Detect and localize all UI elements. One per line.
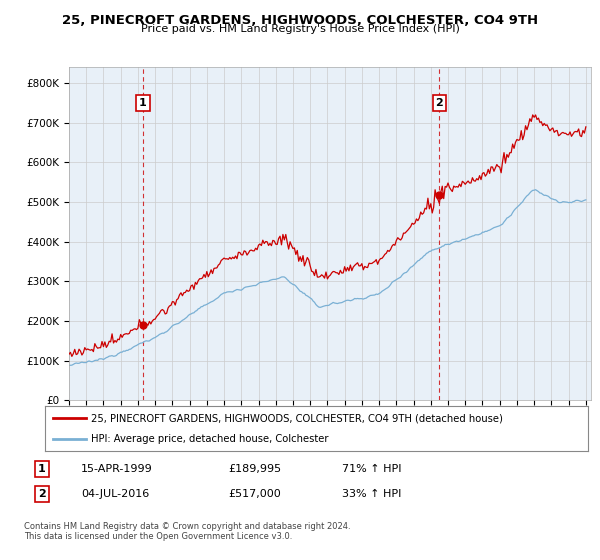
Text: 04-JUL-2016: 04-JUL-2016 bbox=[81, 489, 149, 499]
Text: £517,000: £517,000 bbox=[228, 489, 281, 499]
Text: 15-APR-1999: 15-APR-1999 bbox=[81, 464, 153, 474]
Text: Price paid vs. HM Land Registry's House Price Index (HPI): Price paid vs. HM Land Registry's House … bbox=[140, 24, 460, 34]
Text: 25, PINECROFT GARDENS, HIGHWOODS, COLCHESTER, CO4 9TH (detached house): 25, PINECROFT GARDENS, HIGHWOODS, COLCHE… bbox=[91, 413, 503, 423]
Text: 2: 2 bbox=[38, 489, 46, 499]
Text: 71% ↑ HPI: 71% ↑ HPI bbox=[342, 464, 401, 474]
Text: 25, PINECROFT GARDENS, HIGHWOODS, COLCHESTER, CO4 9TH: 25, PINECROFT GARDENS, HIGHWOODS, COLCHE… bbox=[62, 14, 538, 27]
Text: 1: 1 bbox=[38, 464, 46, 474]
Text: 33% ↑ HPI: 33% ↑ HPI bbox=[342, 489, 401, 499]
Text: 1: 1 bbox=[139, 98, 147, 108]
Text: Contains HM Land Registry data © Crown copyright and database right 2024.
This d: Contains HM Land Registry data © Crown c… bbox=[24, 522, 350, 542]
Text: £189,995: £189,995 bbox=[228, 464, 281, 474]
Text: HPI: Average price, detached house, Colchester: HPI: Average price, detached house, Colc… bbox=[91, 433, 329, 444]
Text: 2: 2 bbox=[436, 98, 443, 108]
